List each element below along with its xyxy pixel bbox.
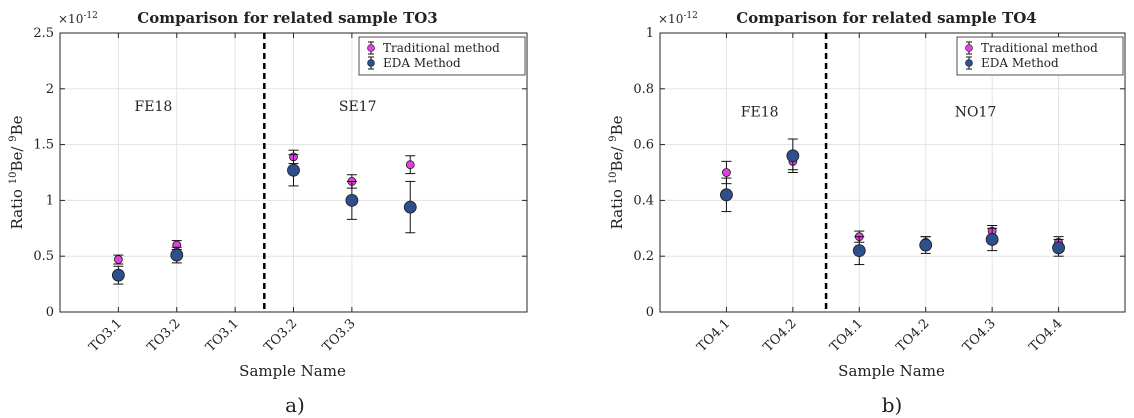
chart-title: Comparison for related sample TO4 (736, 9, 1036, 27)
y-tick-label: 1 (46, 193, 54, 208)
x-tick-label: TO3.2 (261, 316, 300, 355)
x-axis-label: Sample Name (239, 362, 346, 380)
x-tick-label: TO4.4 (1026, 316, 1065, 355)
x-tick-label: TO3.1 (203, 316, 242, 355)
chart-title: Comparison for related sample TO3 (137, 9, 437, 27)
x-tick-label: TO4.1 (827, 316, 866, 355)
group-label: FE18 (135, 99, 173, 115)
data-point (1052, 241, 1065, 255)
plot-area (660, 33, 1125, 312)
legend-marker (965, 59, 973, 67)
data-point (287, 163, 300, 177)
x-tick-label: TO3.1 (86, 316, 125, 355)
y-axis-label: Ratio 10Be/ 9Be (8, 115, 26, 229)
data-point (722, 168, 731, 177)
panel-caption: a) (285, 393, 305, 417)
data-point (170, 248, 184, 262)
panel-caption: b) (882, 393, 903, 417)
y-tick-label: 0.4 (633, 193, 654, 208)
group-label: FE18 (741, 105, 779, 121)
data-point (403, 200, 417, 214)
legend-label: EDA Method (981, 56, 1059, 70)
y-tick-label: 0.6 (633, 138, 654, 153)
x-tick-label: TO3.3 (320, 316, 359, 355)
legend-label: Traditional method (383, 41, 500, 55)
x-tick-label: TO4.2 (761, 316, 800, 355)
data-point (345, 193, 359, 207)
chart-panel-b: 0 0.2 0.4 0.6 0.8 1 TO4.1 TO4.2 TO4.1 TO4.2 TO4.3 T… (608, 9, 1126, 417)
data-point (113, 255, 123, 264)
legend-box (956, 36, 1124, 76)
y-exponent-label: ×10-12 (58, 11, 98, 26)
x-tick-label: TO4.2 (894, 316, 933, 355)
y-exponent-label: ×10-12 (658, 11, 698, 26)
x-tick-label: TO3.2 (145, 316, 184, 355)
data-point (111, 268, 125, 282)
y-tick-label: 0.2 (633, 249, 654, 264)
legend-marker (367, 59, 375, 67)
data-point (919, 238, 933, 252)
data-point (985, 233, 999, 246)
data-point (852, 244, 866, 258)
x-tick-label: TO4.3 (960, 316, 999, 355)
legend-label: EDA Method (383, 56, 461, 70)
legend-marker (965, 44, 973, 52)
y-tick-label: 0 (646, 305, 654, 320)
group-label: NO17 (955, 105, 997, 121)
y-axis-label: Ratio 10Be/ 9Be (608, 115, 626, 229)
y-tick-label: 0.8 (633, 82, 654, 97)
x-tick-label: TO4.1 (694, 316, 733, 355)
legend-label: Traditional method (981, 41, 1098, 55)
legend-box (358, 36, 526, 76)
axes-box (659, 32, 1126, 313)
y-tick-label: 1.5 (33, 138, 54, 153)
y-tick-label: 0 (46, 305, 54, 320)
y-tick-label: 2.5 (33, 26, 54, 41)
y-tick-label: 1 (646, 26, 654, 41)
data-point (720, 188, 733, 202)
group-label: SE17 (339, 99, 377, 115)
data-point (786, 149, 800, 163)
chart-panel-a: 0 0.5 1 1.5 2 2.5 TO3.1 TO3.2 TO3.1 TO3.2 TO3.3 ×10… (8, 9, 528, 417)
y-tick-label: 2 (46, 82, 54, 97)
data-point (405, 160, 415, 170)
x-axis-label: Sample Name (838, 362, 945, 380)
y-tick-label: 0.5 (33, 249, 54, 264)
legend-marker (367, 44, 375, 52)
